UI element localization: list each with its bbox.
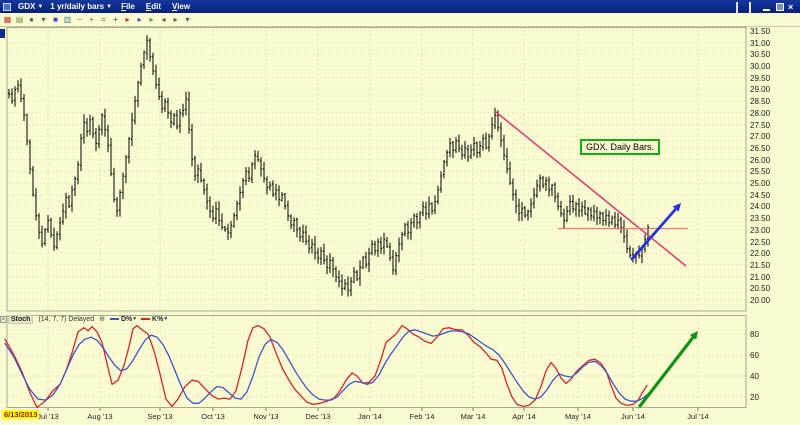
price-chart-canvas[interactable] xyxy=(0,27,800,425)
price-tick-label: 20.50 xyxy=(750,284,771,294)
month-label: Mar '14 xyxy=(460,412,486,421)
month-label: Jan '14 xyxy=(358,412,382,421)
tools-dropdown-icon[interactable]: ▾ xyxy=(185,15,190,24)
price-tick-label: 27.00 xyxy=(750,132,771,142)
flag-red-icon[interactable]: ▸ xyxy=(125,15,130,24)
price-tick-label: 30.00 xyxy=(750,62,771,72)
month-label: Jul '13 xyxy=(37,412,59,421)
price-tick-label: 28.50 xyxy=(750,97,771,107)
menu-view[interactable]: View xyxy=(171,2,191,11)
crosshair-icon[interactable]: + xyxy=(113,15,118,24)
chevron-down-icon: ▼ xyxy=(106,3,113,10)
scroll-right-icon[interactable]: ▸ xyxy=(173,15,178,24)
stoch-tick-label: 20 xyxy=(750,393,759,402)
panel-handle[interactable] xyxy=(0,29,5,38)
price-tick-label: 25.00 xyxy=(750,179,771,189)
price-tick-label: 29.00 xyxy=(750,85,771,95)
scroll-left-icon[interactable]: ◂ xyxy=(161,15,166,24)
price-tick-label: 25.50 xyxy=(750,167,771,177)
print-icon[interactable] xyxy=(736,1,745,13)
k-line-swatch xyxy=(141,318,151,320)
menu-edit[interactable]: Edit xyxy=(145,2,161,11)
price-tick-label: 22.50 xyxy=(750,237,771,247)
zoom-out-icon[interactable]: − xyxy=(77,15,82,24)
price-tick-label: 21.00 xyxy=(750,272,771,282)
month-label: Apr '14 xyxy=(512,412,536,421)
month-label: Jun '14 xyxy=(621,412,645,421)
stoch-indicator-header: Stoch (14, 7, 7) Delayed ⊕ D% ▾ K% ▾ xyxy=(8,314,167,324)
price-tick-label: 31.50 xyxy=(750,27,771,36)
price-bars xyxy=(7,35,650,297)
month-label: Nov '13 xyxy=(253,412,279,421)
price-tick-label: 26.00 xyxy=(750,155,771,165)
timeframe-label: 1 yr/daily bars xyxy=(50,2,105,11)
menu-file[interactable]: File xyxy=(121,2,135,11)
minimize-button[interactable] xyxy=(762,3,771,11)
blue-breakout-arrow[interactable] xyxy=(630,203,681,261)
month-label: Sep '13 xyxy=(147,412,173,421)
price-tick-label: 20.00 xyxy=(750,295,771,305)
flag-green-icon[interactable]: ▸ xyxy=(149,15,154,24)
bar-style-icon[interactable]: ■ xyxy=(53,15,58,24)
month-label: May '14 xyxy=(564,412,592,421)
price-tick-label: 23.50 xyxy=(750,214,771,224)
zoom-reset-icon[interactable]: = xyxy=(101,15,106,24)
add-indicator-icon[interactable]: ⊕ xyxy=(99,316,105,323)
stoch-name[interactable]: Stoch xyxy=(8,314,34,324)
price-tick-label: 28.00 xyxy=(750,108,771,118)
month-label: Jul '14 xyxy=(687,412,709,421)
month-label: Dec '13 xyxy=(305,412,331,421)
chevron-down-icon: ▾ xyxy=(133,316,137,322)
zoom-tool-icon[interactable]: ● xyxy=(29,15,34,24)
app-icon xyxy=(3,2,11,11)
stoch-tick-label: 60 xyxy=(750,351,759,360)
stoch-d-line[interactable] xyxy=(4,329,649,404)
price-tick-label: 22.00 xyxy=(750,249,771,259)
stoch-k-line[interactable] xyxy=(4,324,648,409)
price-tick-label: 31.00 xyxy=(750,38,771,48)
price-tick-label: 24.00 xyxy=(750,202,771,212)
stoch-params[interactable]: (14, 7, 7) Delayed xyxy=(38,315,95,323)
title-bar: GDX ▼ 1 yr/daily bars ▼ File Edit View × xyxy=(0,0,800,13)
close-button[interactable]: × xyxy=(788,1,794,12)
zoom-dropdown-icon[interactable]: ▾ xyxy=(41,15,46,24)
downtrend-line[interactable] xyxy=(495,111,687,267)
symbol-dropdown[interactable]: GDX ▼ xyxy=(18,2,43,11)
symbol-label: GDX xyxy=(18,2,36,11)
month-label: Oct '13 xyxy=(201,412,225,421)
legend-k-percent[interactable]: K% ▾ xyxy=(141,316,167,323)
month-label: Feb '14 xyxy=(409,412,435,421)
drawing-toolbar: ▦ ▤ ● ▾ ■ ▥ − + = + ▸ ▸ ▸ ◂ ▸ ▾ xyxy=(0,13,800,27)
templates-icon[interactable]: ▤ xyxy=(15,15,24,24)
d-line-swatch xyxy=(109,318,119,320)
zoom-in-icon[interactable]: + xyxy=(89,15,94,24)
price-tick-label: 27.50 xyxy=(750,120,771,130)
gridlines xyxy=(8,28,745,411)
stoch-tick-label: 80 xyxy=(750,330,759,339)
price-tick-label: 29.50 xyxy=(750,73,771,83)
price-tick-label: 30.50 xyxy=(750,50,771,60)
indicators-icon[interactable]: ▦ xyxy=(3,15,12,24)
stoch-tick-label: 40 xyxy=(750,372,759,381)
price-tick-label: 24.50 xyxy=(750,190,771,200)
price-tick-label: 21.50 xyxy=(750,260,771,270)
restore-button[interactable] xyxy=(775,2,784,11)
price-tick-label: 23.00 xyxy=(750,225,771,235)
chevron-down-icon: ▾ xyxy=(164,316,168,322)
price-tick-label: 26.50 xyxy=(750,143,771,153)
green-momentum-arrow[interactable] xyxy=(638,331,698,408)
flag-blue-icon[interactable]: ▸ xyxy=(137,15,142,24)
chart-type-icon[interactable]: ▥ xyxy=(63,15,72,24)
chevron-down-icon: ▼ xyxy=(37,3,44,10)
chart-annotation-label[interactable]: GDX. Daily Bars. xyxy=(580,139,661,155)
legend-d-percent[interactable]: D% ▾ xyxy=(109,316,137,323)
timeframe-dropdown[interactable]: 1 yr/daily bars ▼ xyxy=(50,2,112,11)
snapshot-icon[interactable] xyxy=(749,1,758,13)
month-label: Aug '13 xyxy=(87,412,113,421)
start-date-badge: 6/13/2013 xyxy=(2,410,40,419)
